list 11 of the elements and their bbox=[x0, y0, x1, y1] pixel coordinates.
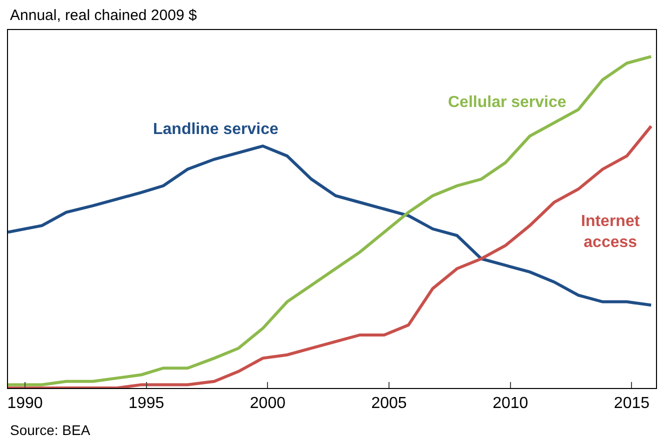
x-tick-label: 2015 bbox=[614, 395, 650, 412]
series-label: Landline service bbox=[153, 121, 278, 138]
x-tick-label: 1990 bbox=[7, 395, 43, 412]
x-tick-label: 2010 bbox=[492, 395, 528, 412]
chart-subtitle: Annual, real chained 2009 $ bbox=[10, 7, 198, 24]
x-tick-label: 2000 bbox=[250, 395, 286, 412]
x-tick-label: 2005 bbox=[371, 395, 407, 412]
source-note: Source: BEA bbox=[10, 422, 91, 438]
series-label: Cellular service bbox=[448, 94, 566, 111]
series-label: Internet access bbox=[581, 213, 640, 251]
x-tick-label: 1995 bbox=[128, 395, 164, 412]
